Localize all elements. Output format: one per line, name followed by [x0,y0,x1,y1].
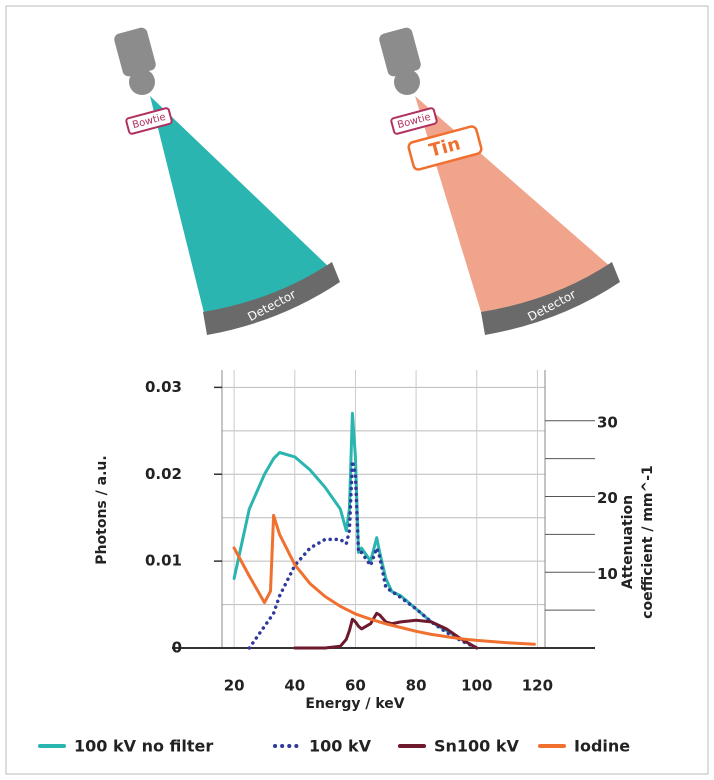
x-tick-label: 40 [284,677,305,695]
detector [481,262,620,335]
tube [379,27,421,77]
x-tick-label: 100 [461,677,492,695]
x-tick-label: 20 [224,677,245,695]
y-tick-label: 0 [172,639,182,657]
series-line [232,513,536,646]
legend-label: 100 kV no filter [74,737,213,756]
y-axis-label: Photons / a.u. [94,455,110,564]
x-tick-label: 60 [345,677,366,695]
y-tick-label: 0.01 [145,552,182,570]
left-diagram: Detector Bowtie [114,27,340,335]
bowtie-box [390,107,438,135]
chart: 0 0.01 0.02 0.03 10 20 30 20 40 60 80 100 120 100 kV … [38,370,630,756]
bowtie-box [125,107,173,135]
x-tick-label: 120 [522,677,553,695]
y2-axis-label: coefficient / mm^-1 [640,465,656,619]
x-tick-label: 80 [406,677,427,695]
y2-axis-label: Attenuation [620,495,636,589]
legend-label: Sn100 kV [434,737,520,756]
legend-label: Iodine [574,737,630,756]
frame [5,5,709,775]
y2-tick-label: 10 [597,565,618,583]
tube-head [129,69,155,95]
right-diagram: Detector Bowtie Tin [379,27,620,335]
beam [150,96,330,325]
series-line [293,611,479,650]
tin-box [407,125,483,171]
y-tick-label: 0.03 [145,378,182,396]
y2-tick-label: 20 [597,489,618,507]
x-axis-label: Energy / keV [305,696,404,712]
y-tick-label: 0.02 [145,465,182,483]
y2-tick-label: 30 [597,413,618,431]
detector [203,262,340,335]
tube [114,27,156,77]
legend-label: 100 kV [309,737,372,756]
tube-head [394,69,420,95]
